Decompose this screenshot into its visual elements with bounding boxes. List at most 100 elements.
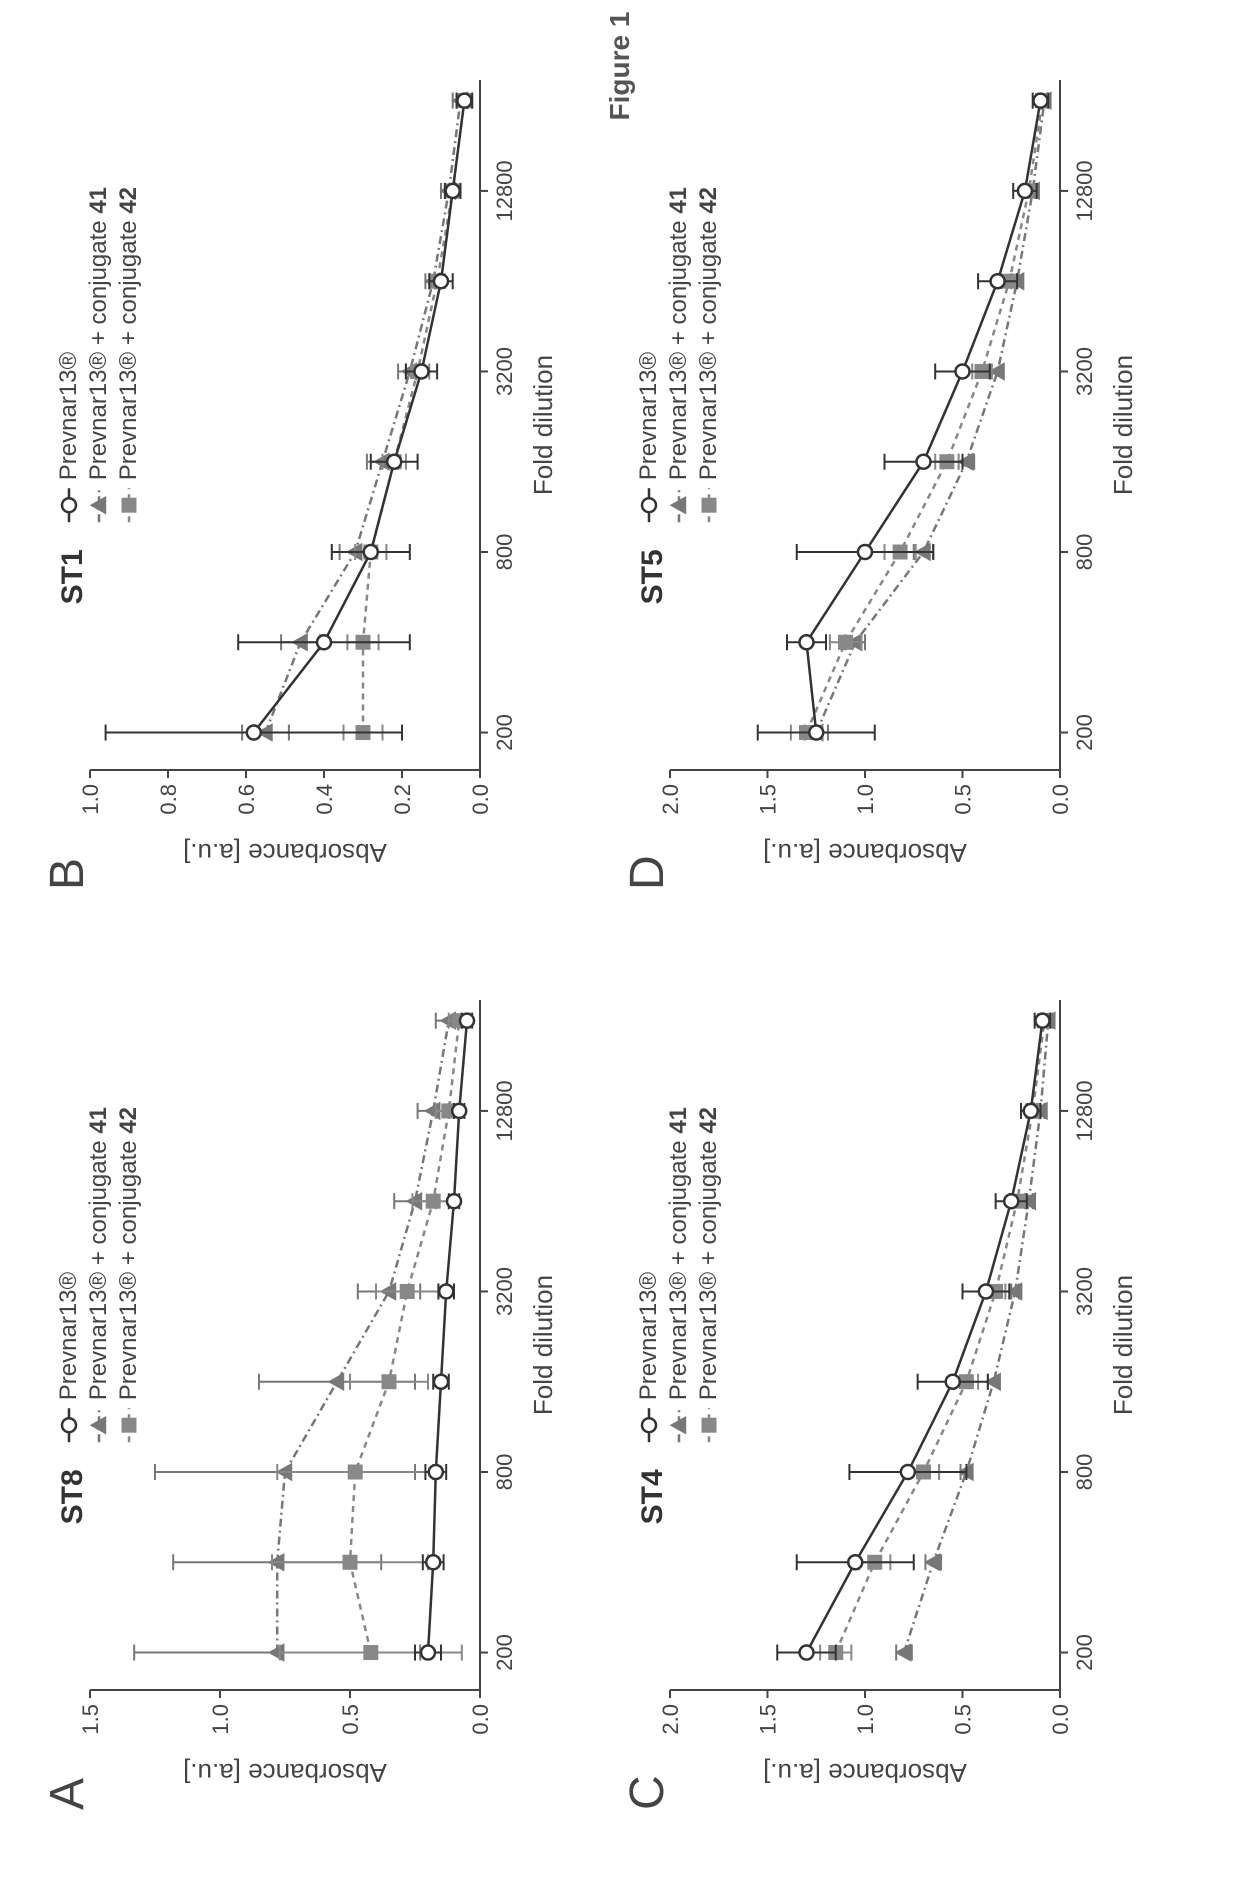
marker-circle-prev bbox=[452, 1104, 466, 1118]
marker-square-c42-legend bbox=[702, 498, 716, 512]
chart-title: ST4 bbox=[636, 1469, 669, 1524]
y-tick-label: 2.0 bbox=[658, 784, 683, 815]
marker-circle-prev bbox=[247, 726, 261, 740]
y-tick-label: 0.0 bbox=[1048, 784, 1073, 815]
marker-circle-prev bbox=[1004, 1194, 1018, 1208]
y-tick-label: 1.0 bbox=[208, 1704, 233, 1735]
panel-b: B 0.00.20.40.60.81.0200800320012800Fold … bbox=[50, 40, 570, 880]
x-axis-label: Fold dilution bbox=[528, 355, 558, 495]
y-tick-label: 0.5 bbox=[951, 1704, 976, 1735]
x-tick-label: 3200 bbox=[492, 1267, 517, 1316]
legend-label-prev: Prevnar13® bbox=[55, 1271, 82, 1400]
y-axis-label: Absorbance [a.u.] bbox=[763, 1758, 967, 1788]
legend-label-c41: Prevnar13® + conjugate 41 bbox=[85, 1107, 112, 1400]
chart-title: ST5 bbox=[636, 549, 669, 604]
legend-label-c42: Prevnar13® + conjugate 42 bbox=[695, 187, 722, 480]
y-tick-label: 0.5 bbox=[951, 784, 976, 815]
y-tick-label: 1.5 bbox=[78, 1704, 103, 1735]
x-tick-label: 3200 bbox=[492, 347, 517, 396]
marker-circle-prev bbox=[901, 1465, 915, 1479]
y-axis-label: Absorbance [a.u.] bbox=[763, 838, 967, 868]
marker-circle-prev bbox=[434, 1375, 448, 1389]
marker-circle-prev bbox=[460, 1014, 474, 1028]
marker-triangle-c41 bbox=[925, 1554, 940, 1571]
x-tick-label: 12800 bbox=[492, 160, 517, 221]
panel-c: C 0.00.51.01.52.0200800320012800Fold dil… bbox=[630, 960, 1150, 1800]
legend-label-c41: Prevnar13® + conjugate 41 bbox=[665, 1107, 692, 1400]
legend-label-c42: Prevnar13® + conjugate 42 bbox=[115, 187, 142, 480]
marker-circle-prev bbox=[956, 364, 970, 378]
marker-circle-prev bbox=[1024, 1104, 1038, 1118]
plot-area: 0.00.51.01.52.0200800320012800Fold dilut… bbox=[630, 960, 1150, 1800]
marker-circle-prev bbox=[809, 726, 823, 740]
marker-circle-prev bbox=[1034, 94, 1048, 108]
marker-circle-prev-legend bbox=[62, 498, 76, 512]
marker-circle-prev bbox=[387, 455, 401, 469]
marker-circle-prev bbox=[1035, 1014, 1049, 1028]
x-tick-label: 800 bbox=[492, 534, 517, 571]
marker-circle-prev-legend bbox=[62, 1418, 76, 1432]
marker-triangle-c41 bbox=[896, 1644, 911, 1661]
marker-circle-prev bbox=[979, 1284, 993, 1298]
x-tick-label: 800 bbox=[1072, 534, 1097, 571]
y-tick-label: 0.5 bbox=[338, 1704, 363, 1735]
marker-circle-prev bbox=[439, 1284, 453, 1298]
legend-label-c41: Prevnar13® + conjugate 41 bbox=[85, 187, 112, 480]
plot-area: 0.0 0.2 0.4 0.6 0.8 1.0 200 800 3200 12800 Fold di… bbox=[50, 40, 570, 880]
chart-svg: 0.00.51.01.52.0200800320012800Fold dilut… bbox=[630, 60, 1150, 880]
marker-circle-prev bbox=[800, 1646, 814, 1660]
y-tick-label: 2.0 bbox=[658, 1704, 683, 1735]
legend-label-c42: Prevnar13® + conjugate 42 bbox=[695, 1107, 722, 1400]
y-tick-label: 1.0 bbox=[78, 784, 103, 815]
chart-title: ST1 bbox=[56, 549, 89, 604]
plot-area: 0.00.51.01.5200800320012800Fold dilution… bbox=[50, 960, 570, 1800]
marker-circle-prev-legend bbox=[642, 1418, 656, 1432]
legend-label-prev: Prevnar13® bbox=[55, 351, 82, 480]
marker-circle-prev bbox=[426, 1555, 440, 1569]
chart-title: ST8 bbox=[56, 1469, 89, 1524]
marker-circle-prev bbox=[1018, 184, 1032, 198]
marker-circle-prev bbox=[848, 1555, 862, 1569]
marker-square-c42 bbox=[382, 1375, 396, 1389]
y-tick-label: 0.8 bbox=[156, 784, 181, 815]
marker-circle-prev bbox=[429, 1465, 443, 1479]
panel-d: D 0.00.51.01.52.0200800320012800Fold dil… bbox=[630, 40, 1150, 880]
marker-square-c42 bbox=[348, 1465, 362, 1479]
x-tick-label: 200 bbox=[1072, 714, 1097, 751]
chart-svg: 0.00.51.01.52.0200800320012800Fold dilut… bbox=[630, 980, 1150, 1800]
y-tick-label: 0.0 bbox=[468, 1704, 493, 1735]
marker-circle-prev bbox=[858, 545, 872, 559]
y-tick-label: 0.0 bbox=[468, 784, 493, 815]
x-tick-label: 200 bbox=[492, 714, 517, 751]
y-axis-label: Absorbance [a.u.] bbox=[183, 1758, 387, 1788]
marker-square-c42-legend bbox=[702, 1418, 716, 1432]
marker-circle-prev bbox=[446, 184, 460, 198]
marker-circle-prev-legend bbox=[642, 498, 656, 512]
marker-circle-prev bbox=[917, 455, 931, 469]
marker-circle-prev bbox=[317, 635, 331, 649]
marker-circle-prev bbox=[434, 274, 448, 288]
marker-square-c42-legend bbox=[122, 498, 136, 512]
marker-square-c42 bbox=[400, 1284, 414, 1298]
y-tick-label: 0.4 bbox=[312, 784, 337, 815]
legend-label-c42: Prevnar13® + conjugate 42 bbox=[115, 1107, 142, 1400]
x-tick-label: 800 bbox=[1072, 1454, 1097, 1491]
marker-square-c42 bbox=[426, 1194, 440, 1208]
marker-triangle-c41 bbox=[329, 1373, 344, 1390]
panel-a: A 0.00.51.01.5200800320012800Fold diluti… bbox=[50, 960, 570, 1800]
x-tick-label: 200 bbox=[1072, 1634, 1097, 1671]
y-axis-label: Absorbance [a.u.] bbox=[183, 838, 387, 868]
marker-circle-prev bbox=[415, 364, 429, 378]
marker-circle-prev bbox=[800, 635, 814, 649]
y-tick-label: 1.5 bbox=[756, 1704, 781, 1735]
marker-circle-prev bbox=[946, 1375, 960, 1389]
marker-square-c42 bbox=[364, 1646, 378, 1660]
x-tick-label: 12800 bbox=[492, 1080, 517, 1141]
y-tick-label: 0.2 bbox=[390, 784, 415, 815]
x-axis-label: Fold dilution bbox=[1108, 1275, 1138, 1415]
marker-circle-prev bbox=[421, 1646, 435, 1660]
x-axis-label: Fold dilution bbox=[528, 1275, 558, 1415]
y-tick-label: 0.6 bbox=[234, 784, 259, 815]
marker-square-c42 bbox=[343, 1555, 357, 1569]
legend-label-prev: Prevnar13® bbox=[635, 1271, 662, 1400]
